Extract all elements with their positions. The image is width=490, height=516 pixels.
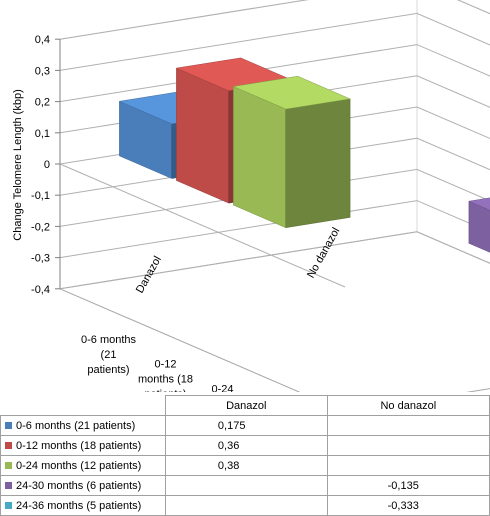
cell-danazol [164, 495, 328, 516]
y-tick-label: -0,1 [31, 190, 50, 202]
legend-key [5, 461, 12, 469]
cell-danazol [164, 475, 328, 496]
cell-danazol: 0,38 [164, 455, 328, 476]
gridline [59, 12, 490, 71]
table-header-row: Danazol No danazol [1, 395, 490, 416]
legend-key [5, 501, 12, 509]
row-label: 0-12 months (18 patients) [16, 439, 142, 452]
table-row: 0-24 months (12 patients) 0,38 [0, 455, 490, 476]
cell-no-danazol [326, 435, 490, 456]
bar [232, 75, 351, 229]
row-label: 0-24 months (12 patients) [16, 459, 142, 472]
table-row: 0-12 months (18 patients) 0,36 [0, 435, 490, 456]
bar-front [468, 200, 490, 253]
row-label: 24-30 months (6 patients) [16, 479, 142, 492]
zero-front-edge [59, 163, 346, 288]
gridline [59, 231, 490, 290]
y-tick-label: 0,4 [35, 34, 50, 46]
bar-side [285, 98, 351, 228]
bar-front [233, 86, 287, 229]
bar-top [468, 197, 490, 211]
col-header-no-danazol: No danazol [326, 395, 490, 416]
legend-key [5, 421, 12, 429]
bar-top [232, 75, 351, 110]
cell-no-danazol: -0,135 [326, 475, 490, 496]
legend-key [5, 441, 12, 449]
col-header-danazol: Danazol [164, 395, 328, 416]
bars [118, 57, 490, 253]
cell-no-danazol: -0,333 [326, 495, 490, 516]
cell-danazol: 0,36 [164, 435, 328, 456]
y-tick-label: 0,3 [35, 65, 50, 77]
cell-no-danazol [326, 415, 490, 436]
row-label: 0-6 months (21 patients) [16, 419, 136, 432]
cell-danazol: 0,175 [164, 415, 328, 436]
y-tick-label: 0,2 [35, 97, 50, 109]
legend-key [5, 481, 12, 489]
table-row: 24-36 months (5 patients) -0,333 [0, 495, 490, 516]
row-label: 24-36 months (5 patients) [16, 499, 142, 512]
table-row: 0-6 months (21 patients) 0,175 [0, 415, 490, 436]
y-tick-label: 0,1 [35, 128, 50, 140]
chart: 0,4 0,3 0,2 0,1 0 -0,1 -0,2 -0,3 -0,4 Change Telo… [12, 0, 490, 392]
gridline [59, 0, 490, 40]
y-tick-label: -0,4 [31, 284, 50, 296]
table-row: 24-30 months (6 patients) -0,135 [0, 475, 490, 496]
cell-no-danazol [326, 455, 490, 476]
y-tick-label: -0,3 [31, 253, 50, 265]
bar [468, 197, 490, 253]
y-tick-label: -0,2 [31, 221, 50, 233]
data-table: Danazol No danazol 0-6 months (21 patien… [0, 395, 490, 516]
gridline [59, 168, 490, 227]
y-axis-title: Change Telomere Length (kbp) [12, 89, 24, 240]
y-tick-label: 0 [44, 159, 50, 171]
bar-front [176, 67, 230, 204]
x-category-label: 0-6 months (21 patients) [81, 334, 137, 376]
gridline [59, 200, 490, 259]
